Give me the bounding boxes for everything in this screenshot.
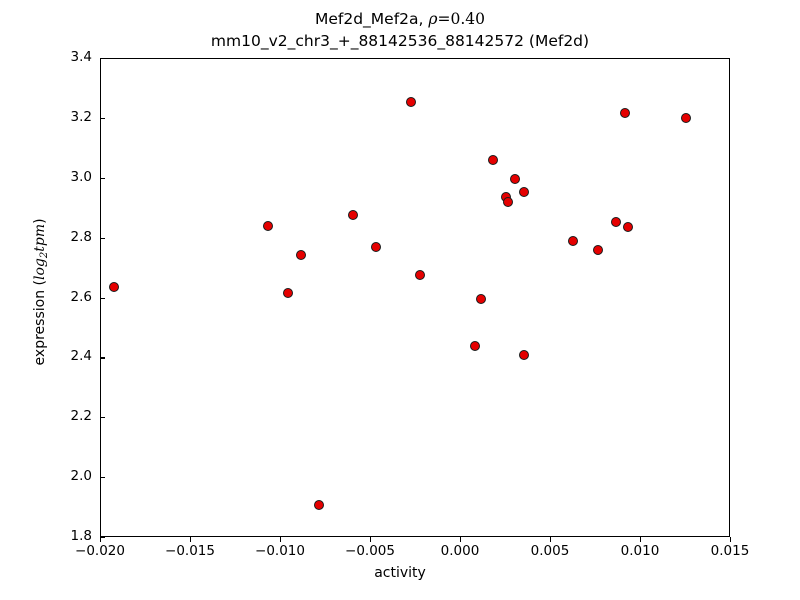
data-point bbox=[488, 155, 499, 166]
rho-equals: = bbox=[437, 10, 451, 28]
x-axis-label: activity bbox=[374, 565, 426, 581]
x-axis-tick-label: −0.010 bbox=[255, 543, 305, 559]
data-point bbox=[470, 340, 481, 351]
x-axis-tick-label: −0.005 bbox=[345, 543, 395, 559]
x-axis-tick-label: 0.010 bbox=[620, 543, 660, 559]
data-point bbox=[681, 112, 691, 123]
title-line-2: mm10_v2_chr3_+_88142536_88142572 (Mef2d) bbox=[210, 32, 590, 50]
x-axis-tick-label: 0.005 bbox=[530, 543, 570, 559]
data-point bbox=[348, 209, 358, 220]
x-axis-tick bbox=[730, 537, 732, 542]
data-point bbox=[567, 235, 578, 246]
y-axis-label-suffix: ) bbox=[32, 218, 49, 224]
y-axis-tick bbox=[100, 417, 105, 419]
y-axis-tick bbox=[100, 477, 105, 479]
y-axis-tick-label: 2.0 bbox=[70, 468, 92, 485]
data-point bbox=[623, 221, 634, 232]
y-axis-tick-label: 3.0 bbox=[70, 168, 92, 185]
x-axis-tick-label: 0.015 bbox=[710, 543, 750, 559]
y-axis-tick bbox=[100, 117, 105, 120]
data-point bbox=[619, 107, 630, 118]
data-point bbox=[502, 197, 513, 208]
title-pair-name: Mef2d_Mef2a, bbox=[314, 10, 424, 28]
data-point bbox=[610, 217, 621, 228]
x-axis-tick bbox=[370, 537, 372, 542]
x-axis-tick bbox=[190, 537, 192, 542]
y-axis-tick bbox=[100, 537, 105, 539]
data-point bbox=[510, 174, 520, 185]
data-point bbox=[313, 500, 324, 511]
x-axis-tick bbox=[550, 537, 552, 542]
y-axis-tick-label: 3.4 bbox=[70, 49, 92, 65]
y-axis-tick-label: 3.2 bbox=[70, 108, 92, 125]
y-axis-tick-label: 1.8 bbox=[70, 528, 92, 544]
data-point bbox=[371, 241, 382, 252]
rho-symbol: ρ bbox=[428, 10, 438, 28]
y-axis-tick bbox=[100, 237, 105, 239]
x-axis-tick bbox=[460, 537, 462, 542]
y-axis-tick bbox=[100, 357, 105, 359]
y-axis-tick-label: 2.4 bbox=[70, 348, 92, 365]
plot-area bbox=[101, 59, 729, 536]
x-axis-tick bbox=[100, 537, 102, 542]
plot-frame bbox=[100, 58, 730, 537]
y-axis-label-prefix: expression ( bbox=[32, 280, 49, 366]
x-axis-tick-label: −0.015 bbox=[165, 543, 215, 559]
y-axis-label-log: log bbox=[32, 258, 49, 281]
y-axis-tick-label: 2.6 bbox=[70, 288, 92, 305]
data-point bbox=[405, 97, 416, 108]
x-axis-tick-label: −0.020 bbox=[75, 543, 125, 559]
title-line-1: Mef2d_Mef2a, ρ=0.40 bbox=[0, 8, 800, 30]
rho-value: 0.40 bbox=[450, 10, 486, 28]
y-axis-label-tpm: tpm bbox=[32, 223, 49, 252]
data-point bbox=[519, 349, 529, 360]
data-point bbox=[592, 245, 603, 255]
data-point bbox=[283, 287, 294, 298]
data-point bbox=[263, 220, 274, 231]
data-point bbox=[414, 270, 425, 281]
data-point bbox=[475, 294, 486, 305]
y-axis-tick-label: 2.2 bbox=[70, 408, 92, 425]
x-axis-tick bbox=[280, 537, 282, 542]
y-axis-tick bbox=[100, 177, 105, 179]
x-axis-tick bbox=[640, 537, 642, 542]
data-point bbox=[108, 281, 119, 292]
y-axis-tick bbox=[100, 58, 105, 60]
x-axis-tick-label: 0.000 bbox=[440, 543, 480, 559]
y-axis-label-subscript: 2 bbox=[38, 251, 50, 259]
y-axis-label: expression (log2tpm) bbox=[32, 147, 50, 437]
figure-title: Mef2d_Mef2a, ρ=0.40 mm10_v2_chr3_+_88142… bbox=[0, 8, 800, 52]
y-axis-tick-label: 2.8 bbox=[70, 228, 92, 245]
data-point bbox=[519, 187, 529, 198]
data-point bbox=[295, 250, 306, 261]
y-axis-tick bbox=[100, 297, 105, 299]
